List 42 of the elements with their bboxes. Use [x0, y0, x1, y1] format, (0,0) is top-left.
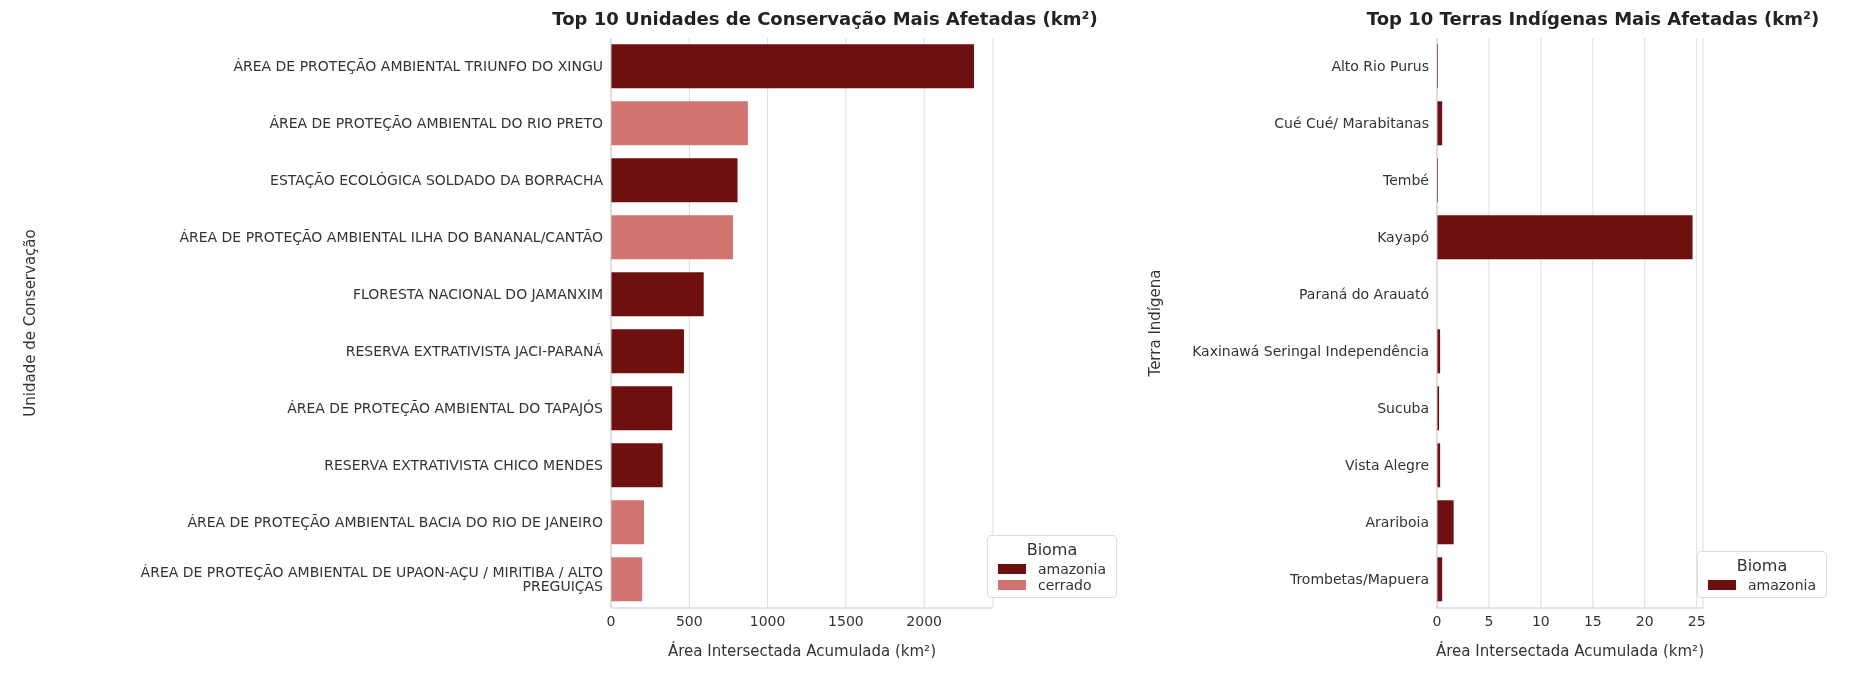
x-tick-label: 5: [1484, 612, 1494, 629]
x-tick-label: 500: [675, 612, 703, 629]
y-tick-label: Kaxinawá Seringal Independência: [1192, 343, 1429, 360]
y-tick-label: RESERVA EXTRATIVISTA CHICO MENDES: [324, 457, 604, 474]
legend-label: amazonia: [1747, 577, 1816, 593]
y-tick-label: Kayapó: [1377, 229, 1429, 246]
y-tick-label: Tembé: [1382, 172, 1429, 189]
x-tick-label: 10: [1531, 612, 1550, 629]
y-axis-title: Unidade de Conservação: [21, 229, 40, 417]
y-tick-label: ÁREA DE PROTEÇÃO AMBIENTAL BACIA DO RIO DE JANEIRO: [187, 514, 603, 531]
y-tick-label: Cué Cué/ Marabitanas: [1274, 115, 1429, 132]
x-axis-title: Área Intersectada Acumulada (km²): [667, 641, 937, 660]
y-axis-title: Terra Indígena: [1146, 269, 1165, 378]
legend-label: amazonia: [1037, 561, 1106, 577]
y-tick-label: Trombetas/Mapuera: [1288, 571, 1429, 588]
y-tick-label: Sucuba: [1377, 400, 1429, 417]
chart-title: Top 10 Unidades de Conservação Mais Afetadas (km²): [551, 8, 1099, 31]
legend-title: Bioma: [1735, 556, 1789, 575]
x-tick-label: 2000: [906, 612, 943, 629]
legend-label: cerrado: [1037, 577, 1092, 593]
y-tick-label: ÁREA DE PROTEÇÃO AMBIENTAL DE UPAON-AÇU / MIRITIBA / ALTO PREGUIÇAS: [140, 564, 604, 595]
y-tick-label: Paraná do Arauató: [1299, 286, 1429, 303]
y-tick-label: Vista Alegre: [1345, 457, 1429, 474]
y-tick-label: ÁREA DE PROTEÇÃO AMBIENTAL ILHA DO BANANAL/CANTÃO: [179, 229, 603, 246]
chart-title: Top 10 Terras Indígenas Mais Afetadas (km²): [1365, 8, 1821, 31]
y-tick-label: ÁREA DE PROTEÇÃO AMBIENTAL DO RIO PRETO: [269, 115, 603, 132]
x-tick-label: 25: [1687, 612, 1706, 629]
x-tick-label: 0: [606, 612, 616, 629]
y-tick-label: Arariboia: [1365, 514, 1429, 531]
y-tick-label: RESERVA EXTRATIVISTA JACI-PARANÁ: [345, 343, 604, 360]
x-axis-title: Área Intersectada Acumulada (km²): [1435, 641, 1705, 660]
y-tick-label: FLORESTA NACIONAL DO JAMANXIM: [353, 286, 603, 303]
y-tick-label: ESTAÇÃO ECOLÓGICA SOLDADO DA BORRACHA: [270, 171, 604, 189]
y-tick-label: ÁREA DE PROTEÇÃO AMBIENTAL DO TAPAJÓS: [287, 399, 604, 417]
x-tick-label: 0: [1432, 612, 1442, 629]
x-tick-label: 15: [1583, 612, 1602, 629]
y-tick-label: ÁREA DE PROTEÇÃO AMBIENTAL TRIUNFO DO XINGU: [233, 58, 603, 75]
y-tick-label: Alto Rio Purus: [1331, 58, 1429, 75]
x-tick-label: 1000: [749, 612, 786, 629]
legend-title: Bioma: [1025, 540, 1079, 559]
x-tick-label: 1500: [828, 612, 864, 629]
x-tick-label: 20: [1635, 612, 1654, 629]
